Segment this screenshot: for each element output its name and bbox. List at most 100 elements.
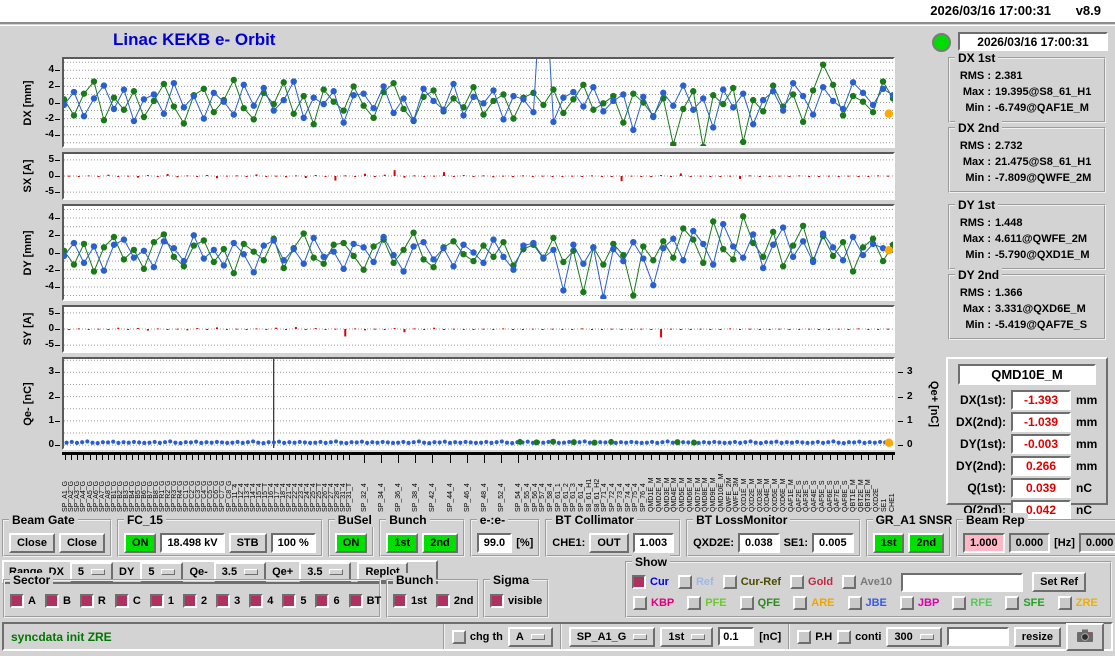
x-tick-mark (705, 455, 707, 460)
checkbox-4[interactable]: 4 (249, 594, 273, 608)
button-1st[interactable]: 1st (872, 533, 905, 553)
button-set-ref[interactable]: Set Ref (1032, 572, 1087, 592)
checkbox-jbp[interactable]: JBP (899, 596, 939, 610)
button-on[interactable]: ON (123, 533, 157, 553)
monitor-row: DX(2nd): -1.039 mm (948, 411, 1106, 433)
checkbox-kbp[interactable]: KBP (633, 596, 674, 610)
dropdown-sp-monitor[interactable]: SP_A1_G (568, 626, 656, 647)
x-tick-mark (604, 455, 606, 460)
x-tick-mark (619, 455, 621, 460)
y-tick-mark (55, 445, 60, 447)
x-tick-mark (837, 455, 839, 460)
label-qe: Qe+ (272, 566, 294, 578)
checkbox-p-h[interactable]: P.H (797, 629, 832, 644)
checkbox-c[interactable]: C (114, 594, 141, 608)
checkbox-5[interactable]: 5 (282, 594, 306, 608)
dropdown-range-dx[interactable]: 5 (69, 562, 114, 582)
dropdown-indicator-icon (244, 569, 259, 575)
plot-panel-sy (62, 305, 895, 353)
dropdown-range-dy[interactable]: 5 (140, 562, 184, 582)
button-close[interactable]: Close (9, 533, 55, 553)
x-axis-label: SP_72_4 (609, 483, 617, 512)
x-tick-mark (325, 455, 327, 460)
window-titlebar: 2026/03/16 17:00:31 v8.9 (0, 0, 1115, 22)
checkbox-cur-ref[interactable]: Cur-Ref (722, 575, 781, 589)
dropdown-range-qe-minus[interactable]: 3.5 (213, 562, 267, 582)
checkbox-zre[interactable]: ZRE (1057, 596, 1098, 610)
x-tick-mark (643, 455, 645, 460)
x-tick-mark (767, 455, 769, 460)
y-tick-mark (55, 102, 60, 104)
extra-input[interactable] (946, 627, 1009, 646)
checkbox-bt[interactable]: BT (348, 594, 381, 608)
group-bt-collimator: BT Collimator CHE1: OUT 1.003 (545, 513, 682, 557)
y-tick-label: 2 (48, 229, 54, 241)
group-e-ratio: e-:e- 99.0 [%] (469, 513, 541, 557)
group-title: Beam Gate (9, 513, 78, 527)
checkbox-label: QFE (757, 597, 781, 609)
button-close[interactable]: Close (58, 533, 105, 553)
checkbox-pfe[interactable]: PFE (687, 596, 727, 610)
button-stb[interactable]: STB (228, 533, 267, 553)
x-tick-mark (581, 455, 583, 460)
group-gr-a1-snsr: GR_A1 SNSR 1st 2nd (865, 513, 956, 557)
checkbox-indicator-icon (952, 596, 967, 610)
checkbox-1st[interactable]: 1st (393, 594, 427, 608)
group-beam-gate: Beam Gate Close Close (2, 513, 112, 557)
checkbox-ave10[interactable]: Ave10 (842, 575, 892, 589)
monitor-name: QMD10E_M (958, 364, 1096, 385)
checkbox-label: 6 (333, 595, 340, 607)
button-on[interactable]: ON (334, 533, 368, 553)
x-tick-mark (319, 455, 321, 460)
dropdown-points-select[interactable]: 300 (886, 626, 942, 647)
button-2nd[interactable]: 2nd (908, 533, 945, 553)
checkbox-r[interactable]: R (79, 594, 106, 608)
checkbox-rfe[interactable]: RFE (952, 596, 992, 610)
checkbox-indicator-icon (837, 629, 852, 644)
value-display-0-005: 0.005 (812, 533, 854, 553)
button-1st[interactable]: 1st (386, 533, 419, 553)
dropdown-indicator-icon (633, 633, 648, 640)
stat-box-title: DX 2nd (955, 121, 1003, 135)
checkbox-1[interactable]: 1 (149, 594, 174, 608)
x-tick-mark (466, 455, 468, 463)
frame-bunch: Bunch 1st 2nd (386, 573, 479, 618)
checkbox-jbe[interactable]: JBE (847, 596, 887, 610)
checkbox-6[interactable]: 6 (315, 594, 340, 608)
checkbox-are[interactable]: ARE (793, 596, 835, 610)
dropdown-range-qe-plus[interactable]: 3.5 (299, 562, 352, 582)
checkbox-2nd[interactable]: 2nd (435, 594, 473, 608)
checkbox-cur[interactable]: Cur (632, 575, 669, 589)
dropdown-chg-th-select[interactable]: A (507, 626, 553, 647)
checkbox-indicator-icon (10, 594, 24, 608)
button-2nd[interactable]: 2nd (422, 533, 458, 553)
checkbox-indicator-icon (348, 594, 363, 608)
y-tick-mark (55, 192, 60, 194)
ref-input[interactable] (901, 572, 1024, 592)
stat-value: -6.749@QAF1E_M (995, 102, 1089, 114)
checkbox-sfe[interactable]: SFE (1005, 596, 1045, 610)
x-axis-label: QXD1E_M (741, 478, 749, 512)
camera-button[interactable] (1066, 622, 1104, 651)
checkbox-ref[interactable]: Ref (677, 575, 714, 589)
value-display-99-0: 99.0 (476, 533, 513, 553)
checkbox-2[interactable]: 2 (182, 594, 207, 608)
button-resize[interactable]: resize (1013, 626, 1061, 647)
checkbox-chg-th[interactable]: chg th (451, 629, 503, 644)
x-tick-mark (222, 455, 224, 460)
checkbox-qfe[interactable]: QFE (739, 596, 781, 610)
checkbox-visible[interactable]: visible (490, 594, 542, 608)
x-axis-label: SP_32_4 (360, 483, 368, 512)
dropdown-sp-bunch[interactable]: 1st (660, 626, 714, 647)
checkbox-b[interactable]: B (44, 594, 71, 608)
button-out[interactable]: OUT (589, 533, 629, 553)
x-tick-mark (162, 455, 164, 460)
checkbox-3[interactable]: 3 (216, 594, 240, 608)
checkbox-a[interactable]: A (10, 594, 36, 608)
threshold-input[interactable] (718, 627, 755, 646)
x-tick-mark (635, 455, 637, 460)
value-display-18-498-kv: 18.498 kV (160, 533, 225, 553)
checkbox-gold[interactable]: Gold (790, 575, 833, 589)
x-tick-mark (246, 455, 248, 460)
checkbox-conti[interactable]: conti (837, 629, 881, 644)
